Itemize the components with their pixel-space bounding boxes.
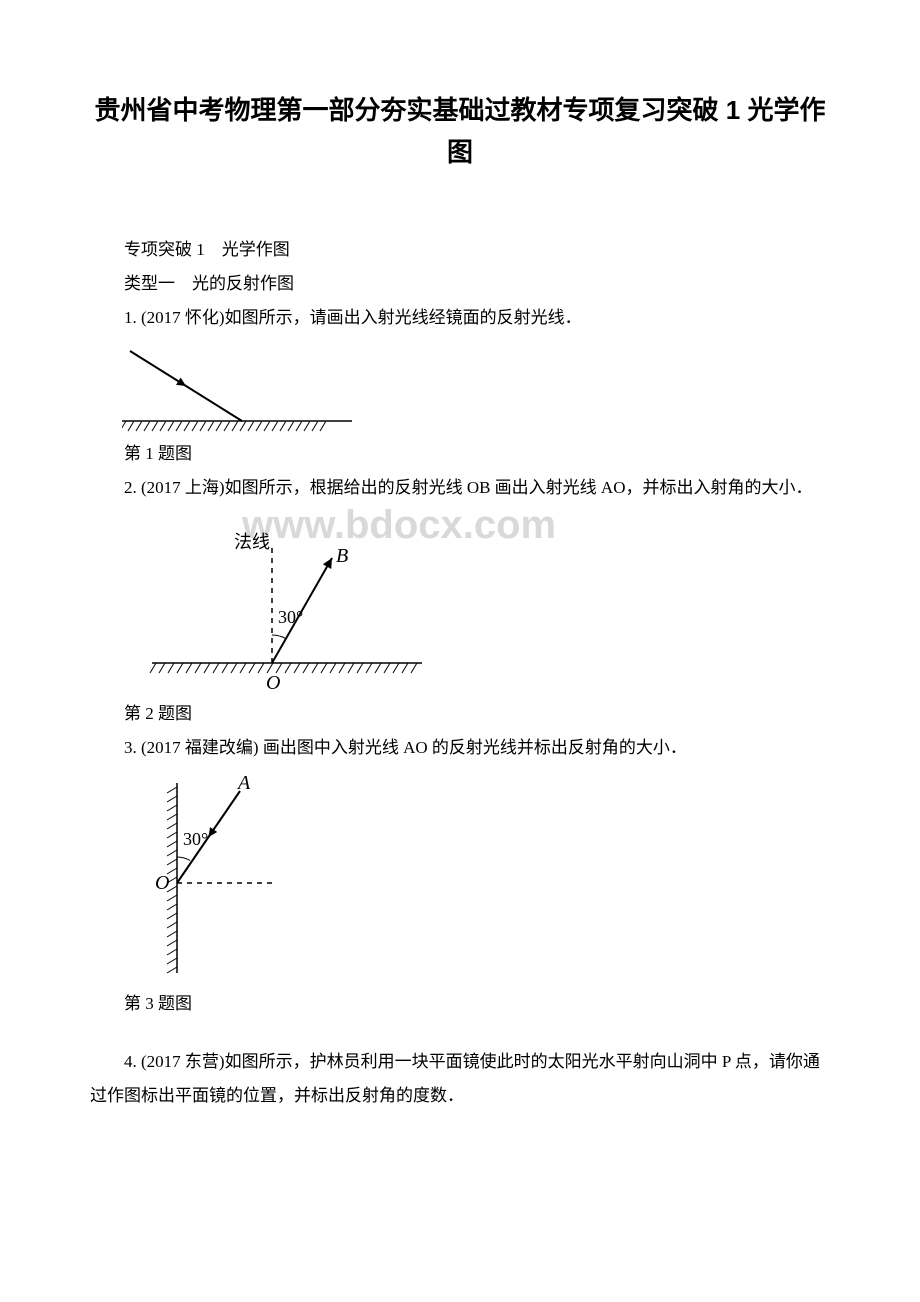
svg-text:A: A [236,773,251,794]
svg-text:30°: 30° [278,607,303,627]
q2-diagram: 法线 30° B O [122,513,422,693]
q2-figure: www.bdocx.com 法线30°BO [122,513,830,693]
type-header: 类型一 光的反射作图 [90,267,830,301]
q1-caption: 第 1 题图 [90,437,830,471]
svg-text:30°: 30° [183,829,208,849]
q3-caption: 第 3 题图 [90,987,830,1021]
svg-text:O: O [266,672,280,693]
section-header: 专项突破 1 光学作图 [90,233,830,267]
q1-text: 1. (2017 怀化)如图所示，请画出入射光线经镜面的反射光线． [90,301,830,335]
q4-text: 4. (2017 东营)如图所示，护林员利用一块平面镜使此时的太阳光水平射向山洞… [90,1045,830,1113]
q2-text: 2. (2017 上海)如图所示，根据给出的反射光线 OB 画出入射光线 AO，… [90,471,830,505]
q3-text: 3. (2017 福建改编) 画出图中入射光线 AO 的反射光线并标出反射角的大… [90,731,830,765]
svg-text:B: B [336,545,348,567]
q2-caption: 第 2 题图 [90,697,830,731]
doc-title: 贵州省中考物理第一部分夯实基础过教材专项复习突破 1 光学作图 [90,90,830,173]
q3-diagram: A 30° O [122,773,302,983]
svg-text:O: O [155,872,169,894]
q1-figure [122,343,830,433]
q1-diagram [122,343,352,433]
svg-text:法线: 法线 [234,532,270,552]
q3-figure: A 30° O [122,773,830,983]
